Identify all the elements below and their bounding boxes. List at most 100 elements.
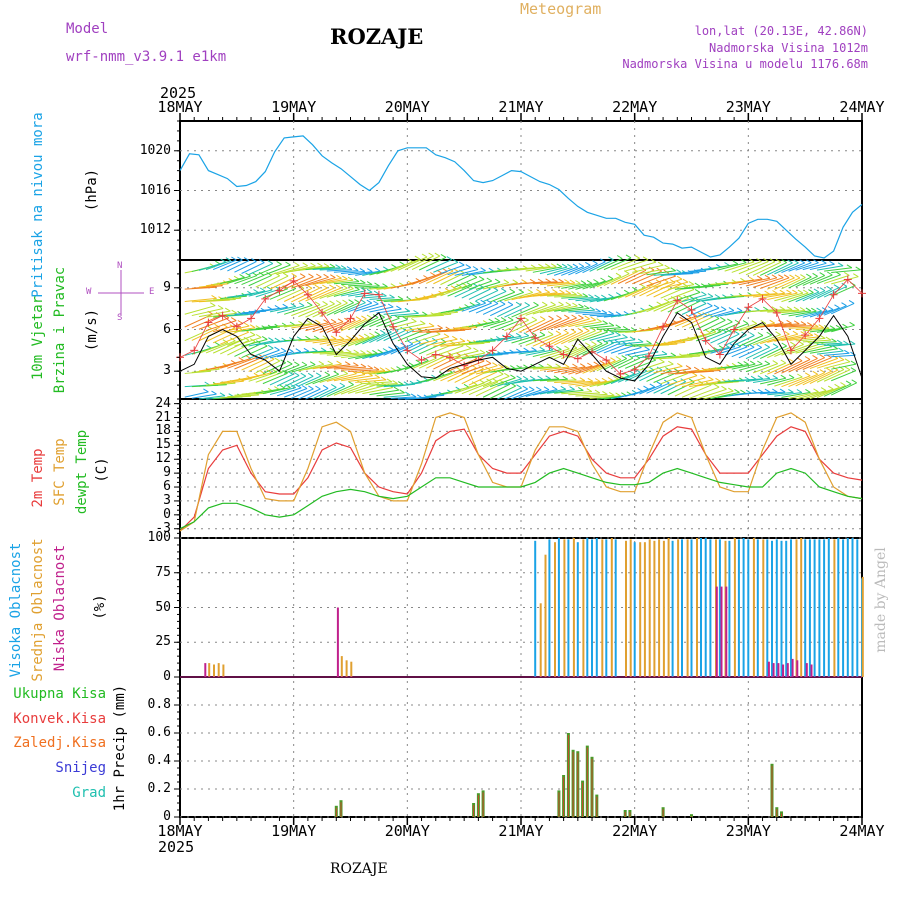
wind-arrow (646, 355, 676, 360)
cloud-bar (539, 603, 542, 677)
wind-arrow (461, 381, 492, 395)
model-elevation-text: Nadmorska Visina u modelu 1176.68m (622, 57, 868, 71)
wind-arrow-head (840, 382, 846, 386)
wind-arrow (539, 348, 570, 359)
wind-arrow-head (838, 356, 845, 361)
wind-arrow-head (754, 306, 760, 311)
wind-arrow-head (634, 254, 640, 259)
cloud-bar (633, 542, 636, 677)
wind-arrow-head (500, 287, 507, 292)
wind-arrow (525, 389, 550, 397)
wind-arrow (710, 391, 740, 400)
wind-arrow (348, 284, 373, 287)
wind-arrow (497, 291, 524, 303)
wind-arrow (468, 340, 496, 343)
wind-arrow (795, 310, 822, 318)
wind-arrow-head (238, 357, 244, 362)
wind-arrow (795, 291, 820, 303)
wind-arrow (575, 380, 607, 387)
temp-unit: (C) (94, 457, 110, 483)
wind-arrow-head (486, 299, 492, 304)
cloud-bar (775, 539, 778, 677)
wind-arrow (312, 373, 339, 385)
wind-arrow (809, 357, 838, 370)
precip-conv-bar (591, 758, 593, 817)
wind-arrow (589, 259, 614, 272)
wind-arrow (277, 323, 304, 328)
wind-arrow (582, 261, 606, 274)
wind-arrow-head (222, 339, 229, 344)
wind-arrow (625, 343, 652, 347)
wind-arrow (760, 309, 793, 312)
wind-arrow-head (572, 263, 579, 268)
wind-arrow (731, 278, 763, 285)
wind-arrow (767, 377, 795, 386)
wind-arrow (426, 270, 454, 284)
wind-arrow-head (315, 372, 322, 377)
wind-arrow (831, 363, 857, 370)
wind-arrow (227, 260, 250, 272)
wind-arrow (767, 309, 799, 313)
wind-arrow (298, 363, 324, 372)
precip-conv-bar (629, 812, 631, 817)
wind-arrow (781, 262, 805, 274)
wind-arrow (760, 391, 786, 395)
wind-arrow-head (285, 261, 291, 266)
wind-arrow-head (322, 300, 328, 305)
wind-arrow (568, 330, 596, 343)
wind-arrow (823, 369, 851, 382)
wind-arrow (824, 352, 850, 356)
wind-arrow (390, 329, 414, 341)
wind-arrow-head (373, 366, 380, 371)
wind-arrow (589, 313, 614, 317)
wind-arrow (468, 365, 498, 375)
wind-arrow (340, 302, 366, 314)
wind-arrow-head (408, 362, 415, 367)
wind-arrow (312, 321, 344, 333)
wind-arrow (426, 338, 458, 346)
wind-arrow-head (348, 381, 354, 386)
wind-arrow-head (323, 319, 329, 324)
wind-arrow (369, 306, 394, 313)
wind-arrow-head (372, 314, 379, 319)
wind-arrow (681, 270, 707, 274)
wind-arrow-head (572, 302, 578, 307)
wind-arrow (752, 334, 781, 346)
wind-arrow-head (596, 318, 602, 323)
pressure-y-label: 1020 (139, 142, 171, 158)
precip-legend-total: Ukupna Kisa (13, 686, 106, 702)
wind-arrow (568, 264, 591, 276)
wind-arrow (568, 344, 597, 359)
wind-arrow-head (562, 375, 568, 380)
wind-arrow-head (335, 284, 342, 289)
wind-arrow-head (804, 372, 811, 377)
cloud-bar (222, 664, 225, 677)
wind-arrow (191, 315, 222, 329)
wind-arrow (646, 363, 674, 373)
wind-arrow-head (423, 357, 429, 362)
wind-arrow (610, 357, 634, 370)
wind-arrow-head (650, 258, 657, 263)
wind-arrow-head (515, 301, 522, 306)
cloud-bar (690, 539, 693, 677)
wind-arrow-head (437, 324, 443, 329)
wind-arrow-head (306, 284, 313, 289)
wind-arrow (547, 379, 577, 382)
wind-arrow (461, 270, 486, 276)
wind-arrow (411, 357, 437, 370)
wind-arrow (220, 295, 247, 300)
wind-arrow (433, 271, 459, 285)
wind-arrow (326, 288, 354, 298)
wind-arrow-head (287, 348, 294, 353)
wind-arrow-head (585, 342, 591, 347)
wind-arrow-head (587, 377, 594, 382)
temp-y-label: 18 (155, 423, 171, 439)
wind-arrow (184, 391, 209, 398)
wind-arrow-head (253, 289, 259, 293)
wind-arrow (710, 263, 739, 271)
wind-arrow (696, 331, 722, 342)
precip-conv-bar (586, 747, 588, 817)
wind-arrow-head (322, 384, 329, 389)
wind-arrow (603, 358, 627, 371)
wind-arrow (269, 288, 296, 300)
